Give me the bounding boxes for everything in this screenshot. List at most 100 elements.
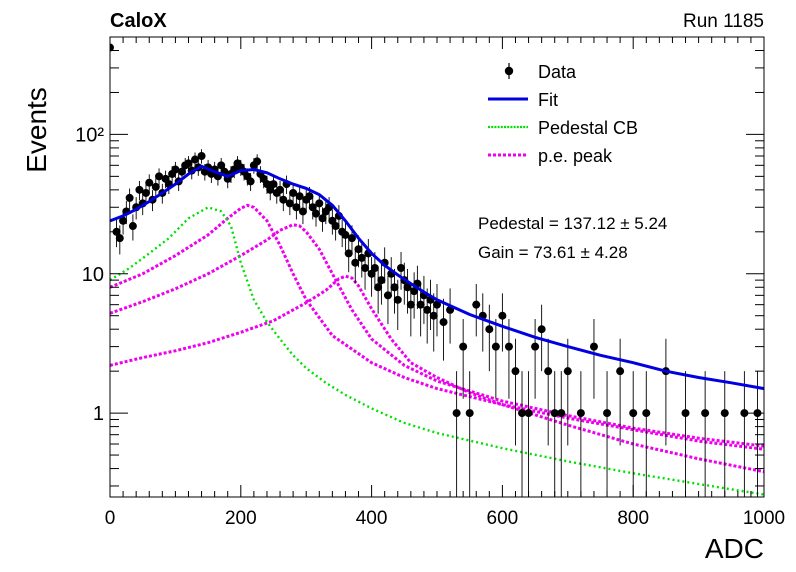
data-marker	[393, 295, 402, 304]
data-marker	[246, 177, 255, 186]
legend: Data Fit Pedestal CB p.e. peak	[488, 62, 638, 166]
data-point	[141, 183, 150, 204]
data-marker	[128, 222, 137, 231]
data-marker	[429, 311, 438, 320]
data-marker	[361, 263, 370, 272]
data-point	[383, 275, 392, 325]
fit-curve	[110, 164, 764, 391]
data-point	[377, 262, 386, 305]
data-point	[110, 43, 114, 52]
data-marker	[439, 318, 448, 327]
data-marker	[701, 409, 710, 418]
data-marker	[344, 249, 353, 258]
data-marker	[403, 283, 412, 292]
data-point	[357, 243, 366, 278]
data-point	[416, 283, 425, 337]
data-marker	[155, 172, 164, 181]
axes-layer: 0 200 400 600 800 1000 1 10 10²	[75, 36, 785, 529]
data-marker	[603, 409, 612, 418]
data-point	[642, 371, 651, 497]
data-point	[589, 319, 598, 399]
data-point	[197, 149, 206, 164]
gain-result: Gain = 73.61 ± 4.28	[478, 243, 628, 262]
data-point	[478, 293, 487, 352]
data-marker	[383, 291, 392, 300]
data-marker	[370, 263, 379, 272]
data-marker	[135, 185, 144, 194]
data-point	[504, 319, 513, 399]
data-marker	[110, 43, 114, 52]
data-point	[315, 193, 324, 216]
data-point	[374, 268, 383, 314]
data-marker	[295, 192, 304, 201]
x-tick-label: 200	[225, 508, 257, 529]
data-point	[576, 371, 585, 497]
data-point	[253, 154, 262, 170]
data-marker	[253, 157, 262, 166]
data-marker	[576, 409, 585, 418]
data-point	[125, 188, 134, 210]
data-point	[191, 152, 200, 168]
data-marker	[145, 178, 154, 187]
data-marker	[357, 253, 366, 262]
data-marker	[298, 207, 307, 216]
data-marker	[119, 216, 128, 225]
x-axis-label: ADC	[705, 533, 764, 564]
data-point	[155, 168, 164, 186]
data-marker	[390, 283, 399, 292]
data-point	[410, 272, 419, 319]
data-point	[354, 235, 363, 268]
data-point	[544, 338, 553, 446]
run-label: Run 1185	[683, 11, 764, 32]
x-tick-label: 400	[356, 508, 388, 529]
data-point	[145, 174, 154, 193]
data-point	[550, 371, 559, 497]
data-marker	[177, 167, 186, 176]
data-point	[295, 186, 304, 208]
pedestal-result: Pedestal = 137.12 ± 5.24	[478, 214, 667, 233]
data-point	[279, 190, 288, 212]
data-point	[661, 338, 670, 446]
data-point	[312, 202, 321, 227]
data-point	[328, 209, 337, 235]
data-marker	[629, 409, 638, 418]
data-marker	[557, 409, 566, 418]
data-marker	[285, 199, 294, 208]
data-point	[452, 371, 461, 497]
y-tick-label: 10²	[75, 124, 104, 146]
data-marker	[217, 161, 226, 170]
legend-pe-label: p.e. peak	[538, 146, 613, 166]
data-point	[135, 180, 144, 201]
data-marker	[397, 263, 406, 272]
data-marker	[279, 195, 288, 204]
data-marker	[171, 165, 180, 174]
data-marker	[318, 214, 327, 223]
data-marker	[491, 342, 500, 351]
data-point	[115, 225, 124, 255]
data-marker	[377, 276, 386, 285]
data-marker	[347, 234, 356, 243]
data-point	[331, 214, 340, 241]
data-marker	[423, 305, 432, 314]
data-marker	[197, 151, 206, 160]
data-point	[701, 371, 710, 497]
data-marker	[544, 367, 553, 376]
data-marker	[269, 180, 278, 189]
data-marker	[410, 287, 419, 296]
data-point	[472, 283, 481, 337]
legend-fit-label: Fit	[538, 90, 558, 110]
data-marker	[276, 185, 285, 194]
data-marker	[498, 311, 507, 320]
data-marker	[315, 199, 324, 208]
data-marker	[416, 300, 425, 309]
pe-peak-curve-2	[110, 223, 764, 448]
data-marker	[524, 409, 533, 418]
data-point	[740, 371, 749, 497]
data-marker	[740, 409, 749, 418]
data-marker	[433, 300, 441, 309]
data-point	[289, 183, 298, 204]
data-marker	[141, 188, 150, 197]
data-point	[459, 319, 468, 399]
data-point	[341, 222, 350, 251]
data-marker	[459, 342, 468, 351]
